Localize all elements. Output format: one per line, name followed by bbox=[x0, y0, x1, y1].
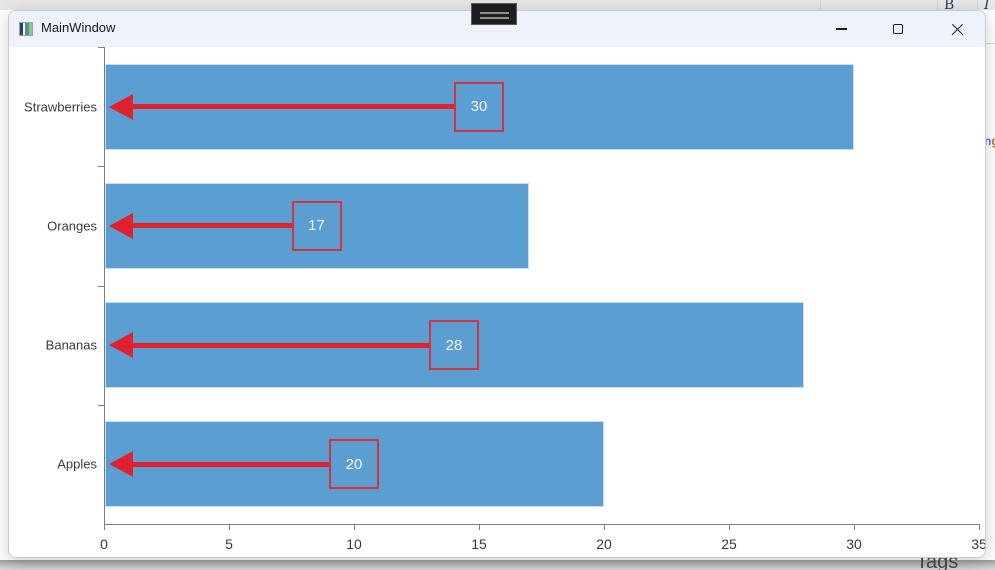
category-label: Apples bbox=[57, 456, 97, 472]
app-icon bbox=[19, 22, 33, 36]
main-window: MainWindow Strawberries 30 Oranges 17 Banana… bbox=[8, 10, 986, 558]
x-axis-tick bbox=[354, 525, 355, 530]
category-label: Bananas bbox=[45, 337, 97, 353]
background-partial-text: ng bbox=[984, 134, 995, 148]
value-annotation: 20 bbox=[329, 439, 379, 490]
x-tick-label: 30 bbox=[846, 536, 862, 552]
annotation-arrowhead-icon bbox=[109, 332, 133, 359]
annotation-arrowhead-icon bbox=[109, 451, 133, 478]
grabber-line-icon bbox=[480, 17, 509, 19]
x-axis-tick bbox=[479, 525, 480, 530]
minimize-button[interactable] bbox=[818, 11, 864, 47]
x-axis-tick bbox=[104, 525, 105, 530]
bold-icon: B bbox=[944, 0, 955, 13]
y-axis-tick bbox=[98, 405, 104, 406]
y-axis-tick bbox=[98, 286, 104, 287]
value-annotation: 28 bbox=[429, 320, 479, 371]
x-tick-label: 25 bbox=[721, 536, 737, 552]
y-axis-tick bbox=[98, 166, 104, 167]
category-label: Strawberries bbox=[24, 99, 97, 115]
partial-letter: g bbox=[991, 134, 995, 148]
x-tick-label: 20 bbox=[596, 536, 612, 552]
x-tick-label: 5 bbox=[225, 536, 233, 552]
x-tick-label: 0 bbox=[100, 536, 108, 552]
x-tick-label: 35 bbox=[971, 536, 986, 552]
background-bottom-strip bbox=[0, 560, 995, 570]
window-title: MainWindow bbox=[41, 20, 116, 35]
strip-separator bbox=[937, 0, 938, 10]
annotation-arrowhead-icon bbox=[109, 93, 133, 120]
x-axis-tick bbox=[979, 525, 980, 530]
x-axis-line bbox=[104, 524, 980, 525]
grabber-line-icon bbox=[480, 12, 509, 14]
strip-separator bbox=[820, 0, 821, 10]
background-divider-line bbox=[985, 43, 995, 44]
x-tick-label: 15 bbox=[471, 536, 487, 552]
x-axis-tick bbox=[854, 525, 855, 530]
x-axis-tick bbox=[729, 525, 730, 530]
annotation-arrow-line bbox=[131, 342, 429, 348]
plot-area: Strawberries 30 Oranges 17 Bananas 28 Apples 20… bbox=[9, 11, 985, 557]
partial-letter: n bbox=[984, 134, 992, 148]
value-annotation: 17 bbox=[291, 200, 342, 251]
x-axis-tick bbox=[229, 525, 230, 530]
maximize-button[interactable] bbox=[875, 11, 921, 47]
category-label: Oranges bbox=[47, 218, 97, 234]
x-tick-label: 10 bbox=[346, 536, 362, 552]
y-axis-line bbox=[104, 47, 105, 524]
annotation-arrow-line bbox=[131, 104, 454, 110]
maximize-icon bbox=[893, 24, 903, 34]
annotation-arrow-line bbox=[131, 461, 329, 467]
annotation-arrow-line bbox=[131, 223, 292, 229]
strip-separator bbox=[977, 0, 978, 10]
capture-grabber-handle[interactable] bbox=[471, 3, 517, 25]
y-axis-tick bbox=[98, 47, 104, 48]
minimize-icon bbox=[835, 28, 847, 30]
annotation-arrowhead-icon bbox=[109, 212, 133, 239]
value-annotation: 30 bbox=[454, 81, 504, 132]
x-axis-tick bbox=[604, 525, 605, 530]
italic-icon: I bbox=[984, 0, 990, 13]
